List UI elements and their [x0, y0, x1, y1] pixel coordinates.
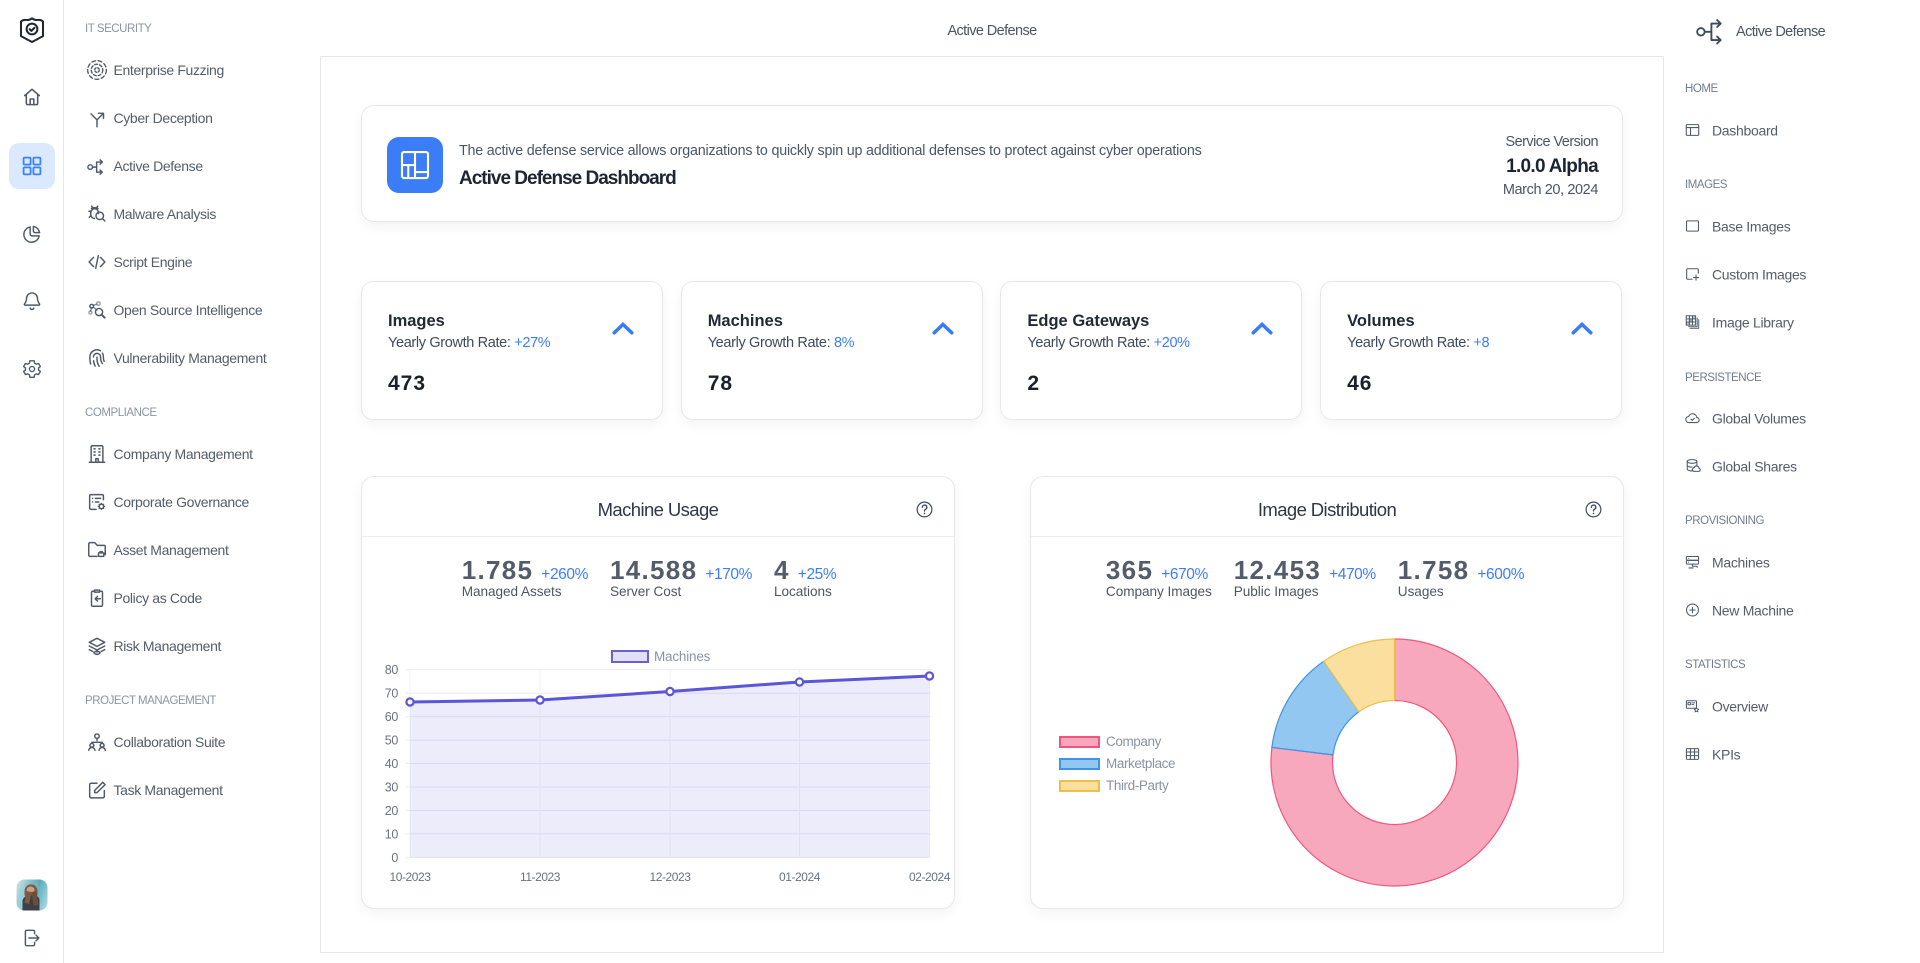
svg-text:30: 30	[385, 781, 399, 795]
svg-text:50: 50	[385, 734, 399, 748]
svg-text:60: 60	[385, 710, 399, 724]
svg-text:20: 20	[385, 804, 399, 818]
svg-text:70: 70	[385, 687, 399, 701]
svg-text:10: 10	[385, 827, 399, 841]
svg-text:0: 0	[391, 851, 398, 865]
svg-text:02-2024: 02-2024	[909, 870, 951, 884]
svg-text:01-2024: 01-2024	[779, 870, 821, 884]
svg-text:40: 40	[385, 757, 399, 771]
svg-text:11-2023: 11-2023	[520, 870, 561, 884]
svg-text:10-2023: 10-2023	[390, 870, 432, 884]
svg-text:12-2023: 12-2023	[650, 870, 692, 884]
svg-text:80: 80	[385, 663, 399, 677]
